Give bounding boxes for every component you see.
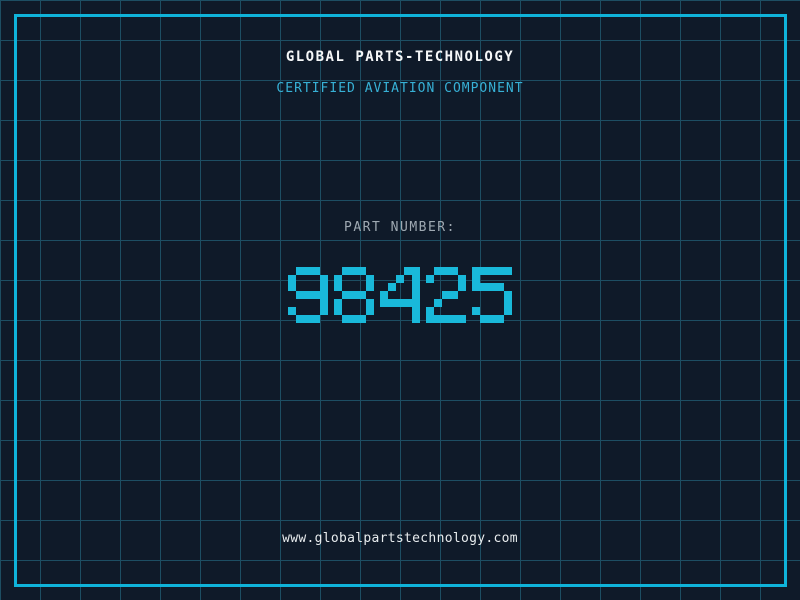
digit [334, 267, 374, 323]
company-title: GLOBAL PARTS-TECHNOLOGY [285, 49, 515, 65]
part-number-label: PART NUMBER: [344, 220, 456, 235]
digit [426, 267, 466, 323]
part-number-display [0, 267, 800, 323]
certification-subtitle: CERTIFIED AVIATION COMPONENT [276, 81, 524, 96]
digit [472, 267, 512, 323]
digit [288, 267, 328, 323]
website-url: www.globalpartstechnology.com [282, 531, 518, 546]
digit [380, 267, 420, 323]
